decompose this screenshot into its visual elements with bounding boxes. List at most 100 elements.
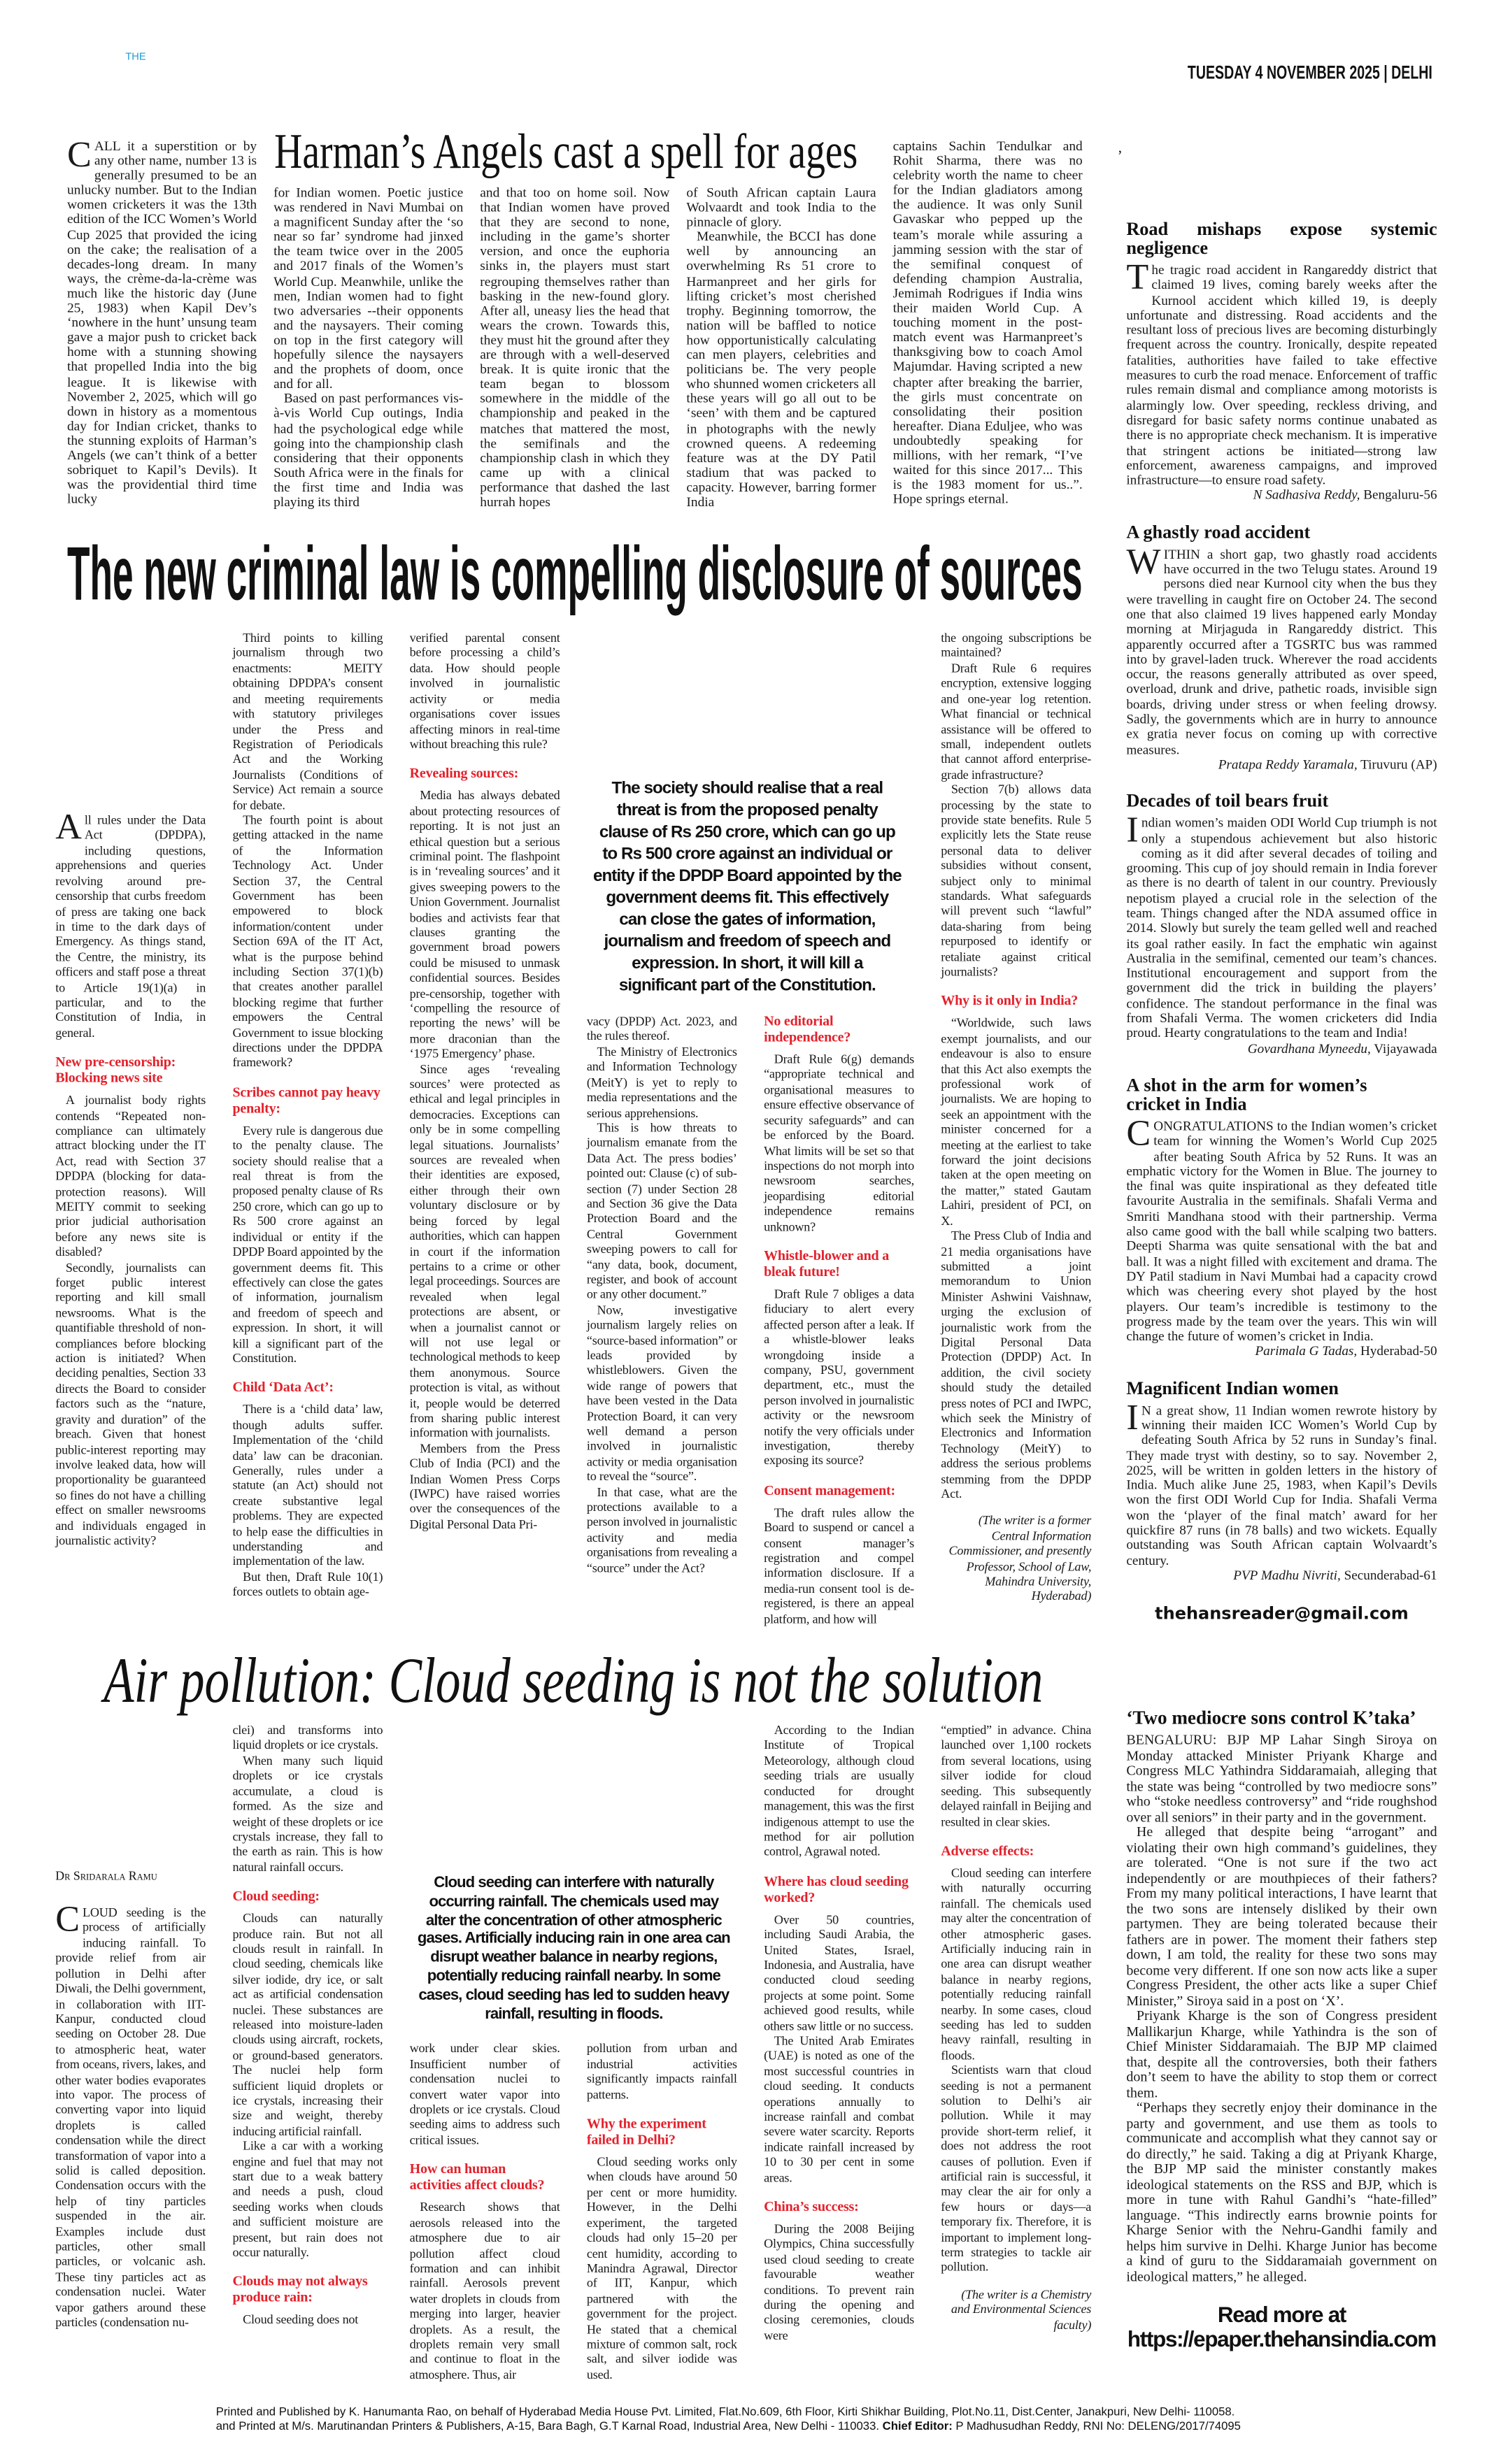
- paragraph-text: Members from the Press Club of India (PC…: [409, 1440, 560, 1531]
- paragraph-text: In that case, what are the protections a…: [586, 1484, 737, 1575]
- byline: Dr Sridarala Ramu: [55, 1868, 157, 1884]
- imprint-printer: and Printed at M/s. Marutinandan Printer…: [215, 2419, 883, 2433]
- paragraph-text: Now, investigative journalism largely re…: [586, 1302, 737, 1484]
- paragraph: BENGALURU: BJP MP Lahar Singh Siroya on …: [1126, 1733, 1437, 1826]
- paragraph-text: The draft rules allow the Board to suspe…: [764, 1505, 914, 1626]
- letter-shot-in-the-arm: A shot in the arm for women’s cricket in…: [1126, 1075, 1437, 1359]
- letter-signature: Parimala G Tadas, Hyderabad-50: [1126, 1344, 1437, 1359]
- editorial-column-3: and that too on home soil. Now that Indi…: [480, 187, 669, 510]
- author-note: (The writer is a former Central Informat…: [948, 1512, 1092, 1604]
- paragraph-text: Draft Rule 6(g) demands “appropriate tec…: [764, 1052, 914, 1233]
- paragraph: This is how threats to journalism emanat…: [587, 1120, 737, 1302]
- paragraph: clei) and transforms into liquid droplet…: [232, 1723, 383, 1753]
- paragraph-text: Secondly, journalists can forget public …: [55, 1259, 206, 1548]
- paragraph: A journalist body rights contends “Repea…: [55, 1093, 206, 1260]
- letter-title: Magnificent Indian women: [1126, 1377, 1339, 1398]
- paragraph-text: The Ministry of Electronics and Informat…: [586, 1044, 737, 1119]
- masthead-logo: THE: [125, 52, 146, 63]
- letter-text: ONGRATULATIONS to the Indian women’s cri…: [1126, 1118, 1437, 1344]
- paragraph: Media has always debated about protectin…: [410, 788, 560, 1061]
- paragraph: Meanwhile, the BCCI has done well by ann…: [686, 231, 876, 510]
- criminal-law-column-4: vacy (DPDP) Act. 2023, and the rules the…: [587, 1014, 737, 1575]
- karnataka-column: ‘Two mediocre sons control K’taka’ BENGA…: [1126, 1647, 1437, 2353]
- subheading: Cloud seeding:: [232, 1889, 320, 1905]
- drop-cap: W: [1126, 542, 1161, 582]
- criminal-law-headline-box: The new criminal law is compelling discl…: [67, 534, 1083, 616]
- paragraph-text: work under clear skies. Insufficient num…: [409, 2041, 560, 2147]
- letter-text: N a great show, 11 Indian women rewrote …: [1126, 1403, 1437, 1568]
- paragraph-text: for Indian women. Poetic justice was ren…: [273, 186, 464, 393]
- paragraph-text: clei) and transforms into liquid droplet…: [232, 1722, 383, 1753]
- air-pollution-column-5: According to the Indian Institute of Tro…: [764, 1723, 914, 2343]
- subheading: Why the experiment failed in Delhi?: [586, 2116, 706, 2149]
- criminal-law-headline: The new criminal law is compelling discl…: [66, 532, 1083, 617]
- paragraph-text: pollution from urban and industrial acti…: [586, 2041, 737, 2102]
- paragraph: During the 2008 Beijing Olympics, China …: [764, 2221, 914, 2343]
- paragraph-text: Priyank Kharge is the son of Congress pr…: [1126, 2008, 1437, 2101]
- criminal-law-column-6: the ongoing subscriptions be maintained?…: [941, 630, 1091, 1604]
- paragraph: According to the Indian Institute of Tro…: [764, 1723, 914, 1859]
- edition-date-box: TUESDAY 4 NOVEMBER 2025 | DELHI: [1188, 60, 1432, 87]
- letter-body: W ITHIN a short gap, two ghastly road acc…: [1126, 542, 1437, 757]
- paragraph-text: Clouds can naturally produce rain. But n…: [232, 1910, 383, 2138]
- letter-title: A shot in the arm for women’s cricket in…: [1126, 1075, 1367, 1115]
- paragraph: Draft Rule 6(g) demands “appropriate tec…: [764, 1052, 914, 1233]
- paragraph: Draft Rule 7 obliges a data fiduciary to…: [764, 1287, 914, 1468]
- letter-text: ndian women’s maiden ODI World Cup trium…: [1126, 815, 1437, 1040]
- subheading: Adverse effects:: [941, 1843, 1034, 1860]
- paragraph-text: BENGALURU: BJP MP Lahar Singh Siroya on …: [1126, 1733, 1437, 1826]
- paragraph-text: LOUD seeding is the process of artificia…: [55, 1905, 206, 2330]
- subheading: Consent management:: [764, 1482, 895, 1499]
- paragraph-text: The United Arab Emirates (UAE) is noted …: [764, 2033, 914, 2184]
- paragraph-text: He alleged that despite being “arrogant”…: [1126, 1824, 1437, 2010]
- paragraph: He alleged that despite being “arrogant”…: [1126, 1824, 1437, 2010]
- paragraph: Based on past performances vis-à-vis Wor…: [273, 393, 463, 510]
- subheading: Scribes cannot pay heavy penalty:: [232, 1084, 380, 1117]
- subheading: How can human activities affect clouds?: [409, 2161, 545, 2194]
- letter-author: Govardhana Myneedu,: [1247, 1040, 1371, 1056]
- paragraph-text: “Worldwide, such laws exempt journalists…: [941, 1015, 1092, 1228]
- paragraph: and that too on home soil. Now that Indi…: [480, 187, 669, 510]
- paragraph: work under clear skies. Insufficient num…: [410, 2041, 560, 2147]
- letter-signature: Govardhana Myneedu, Vijayawada: [1126, 1041, 1437, 1056]
- subheading: Clouds may not always produce rain:: [232, 2274, 368, 2307]
- read-more-link[interactable]: https://epaper.thehansindia.com: [1127, 2328, 1437, 2353]
- paragraph-text: Draft Rule 7 obliges a data fiduciary to…: [764, 1286, 914, 1468]
- letter-place: Vijayawada: [1370, 1040, 1437, 1056]
- letter-ghastly-accident: A ghastly road accident W ITHIN a short ga…: [1126, 522, 1437, 772]
- air-pollution-column-3: work under clear skies. Insufficient num…: [410, 2041, 560, 2382]
- karnataka-headline: ‘Two mediocre sons control K’taka’: [1126, 1706, 1416, 1728]
- paragraph: Priyank Kharge is the son of Congress pr…: [1126, 2008, 1437, 2102]
- subheading: Where has cloud seeding worked?: [764, 1873, 909, 1906]
- paragraph: Like a car with a working engine and fue…: [232, 2138, 383, 2260]
- lower-left: Air pollution: Cloud seeding is not the …: [55, 1646, 1091, 2382]
- subheading: No editorial independence?: [764, 1013, 851, 1046]
- letter-text: ITHIN a short gap, two ghastly road acci…: [1126, 546, 1437, 757]
- imprint-line-1: Printed and Published by K. Hanumanta Ra…: [215, 2405, 1235, 2419]
- paragraph-text: Over 50 countries, including Saudi Arabi…: [764, 1912, 914, 2033]
- paragraph-text: Media has always debated about protectin…: [409, 788, 560, 1061]
- paragraph: Cloud seeding can interfere with natural…: [941, 1865, 1091, 2063]
- drop-cap: A: [55, 808, 82, 848]
- paragraph: Third points to killing journalism throu…: [232, 630, 383, 812]
- paragraph: Every rule is dangerous due to the penal…: [232, 1123, 383, 1366]
- letter-place: Hyderabad-50: [1357, 1343, 1437, 1359]
- paragraph-text: Section 7(b) allows data processing by t…: [941, 782, 1092, 979]
- paragraph: Now, investigative journalism largely re…: [587, 1302, 737, 1484]
- paragraph: “Worldwide, such laws exempt journalists…: [941, 1016, 1091, 1229]
- paragraph: In that case, what are the protections a…: [587, 1484, 737, 1575]
- paragraph: Cloud seeding does not: [232, 2312, 383, 2328]
- paragraph: But then, Draft Rule 10(1) forces outlet…: [232, 1569, 383, 1599]
- air-pollution-body: Dr Sridarala Ramu C LOUD seeding is the p…: [55, 1723, 1091, 2382]
- paragraph-text: There is a ‘child data’ law, though adul…: [232, 1402, 383, 1569]
- paragraph: captains Sachin Tendulkar and Rohit Shar…: [893, 140, 1083, 508]
- paragraph: The fourth point is about getting attack…: [232, 812, 383, 1070]
- paragraph: for Indian women. Poetic justice was ren…: [273, 187, 463, 393]
- paragraph-text: “emptied” in advance. China launched ove…: [941, 1722, 1092, 1828]
- imprint-footer: Printed and Published by K. Hanumanta Ra…: [216, 2405, 1286, 2435]
- paragraph: The draft rules allow the Board to suspe…: [764, 1505, 914, 1626]
- letters-email-link[interactable]: thehansreader@gmail.com: [1155, 1603, 1409, 1624]
